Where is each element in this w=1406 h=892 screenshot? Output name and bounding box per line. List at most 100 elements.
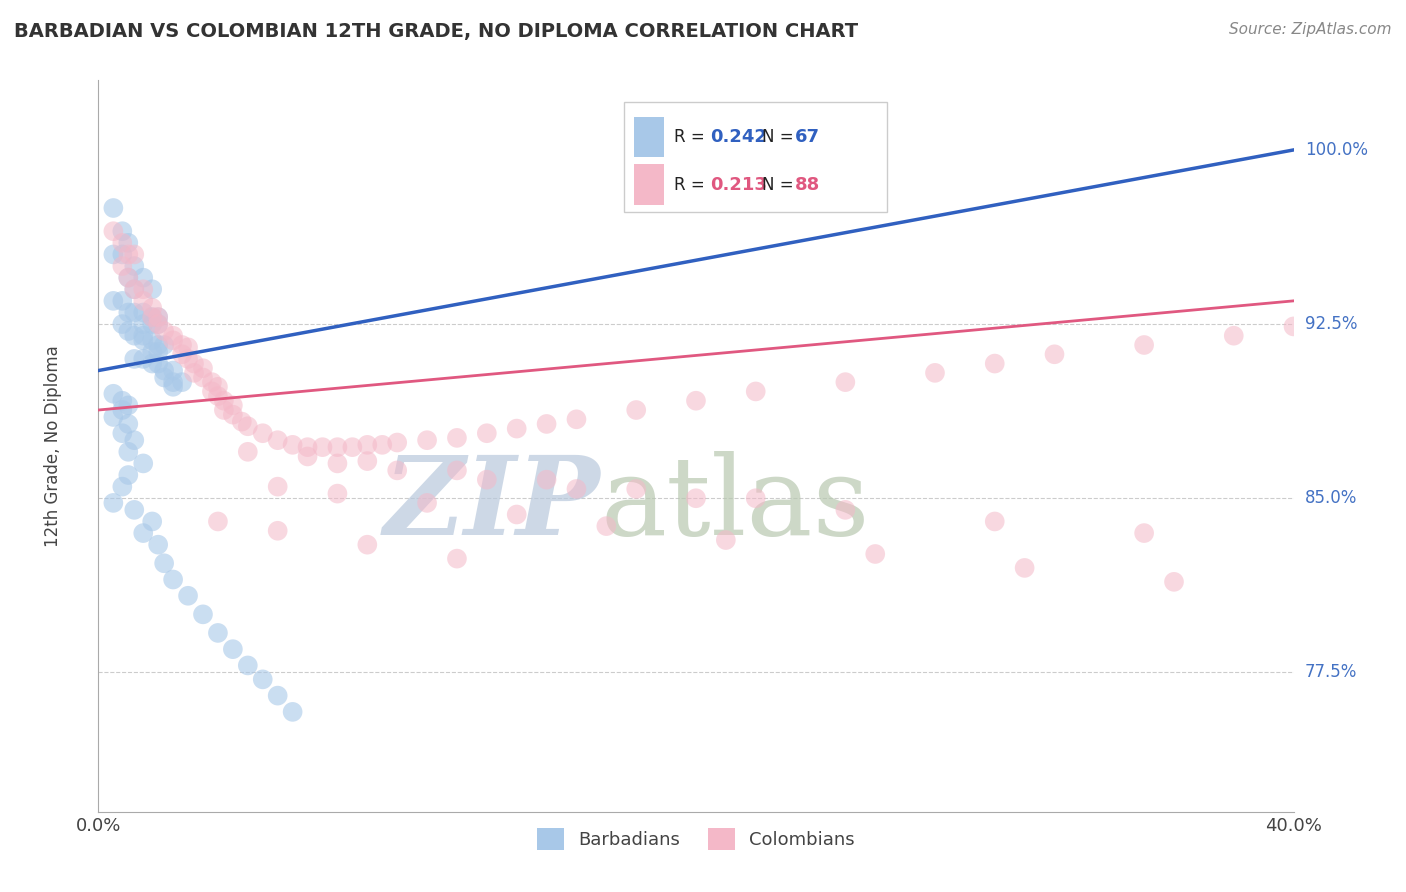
Point <box>162 334 184 348</box>
Point <box>148 310 170 325</box>
Point <box>153 363 176 377</box>
Point <box>222 398 245 412</box>
Point <box>191 370 214 384</box>
Point <box>984 515 1007 529</box>
Point <box>177 589 200 603</box>
Point <box>117 247 139 261</box>
Text: 0.213: 0.213 <box>710 176 768 194</box>
Text: 85.0%: 85.0% <box>1305 489 1357 508</box>
Point <box>984 357 1007 371</box>
Point <box>236 658 259 673</box>
Point <box>148 538 170 552</box>
Point <box>153 324 176 338</box>
Point <box>212 403 235 417</box>
Point <box>834 503 856 517</box>
Text: R =: R = <box>675 128 710 146</box>
Point <box>141 515 163 529</box>
Point <box>111 317 134 331</box>
Point <box>1014 561 1036 575</box>
Point <box>124 328 146 343</box>
Point <box>222 408 245 422</box>
Point <box>595 519 617 533</box>
Point <box>1043 347 1066 361</box>
Point <box>177 351 200 366</box>
Point <box>148 338 170 352</box>
Point <box>446 551 468 566</box>
Point <box>132 334 155 348</box>
Point <box>342 440 364 454</box>
Point <box>148 357 170 371</box>
Point <box>124 503 146 517</box>
Point <box>117 235 139 250</box>
Point <box>207 380 229 394</box>
Point <box>201 375 224 389</box>
Point <box>111 247 134 261</box>
Point <box>536 473 558 487</box>
Point <box>1282 319 1305 334</box>
Point <box>172 347 194 361</box>
Point <box>103 247 125 261</box>
Point <box>162 375 184 389</box>
Point <box>124 351 146 366</box>
Point <box>132 293 155 308</box>
Legend: Barbadians, Colombians: Barbadians, Colombians <box>530 821 862 857</box>
Point <box>132 457 155 471</box>
FancyBboxPatch shape <box>624 103 887 212</box>
Point <box>132 305 155 319</box>
Point <box>326 440 349 454</box>
Point <box>385 463 409 477</box>
Point <box>236 419 259 434</box>
Point <box>132 282 155 296</box>
Point <box>103 293 125 308</box>
Point <box>536 417 558 431</box>
Point <box>745 384 768 399</box>
Point <box>141 345 163 359</box>
Point <box>111 259 134 273</box>
Point <box>1133 338 1156 352</box>
Point <box>177 340 200 354</box>
Point <box>111 393 134 408</box>
Point <box>117 445 139 459</box>
Point <box>111 224 134 238</box>
Point <box>416 433 439 447</box>
Point <box>172 375 194 389</box>
Point <box>148 310 170 325</box>
Point <box>153 556 176 570</box>
Point <box>231 415 253 429</box>
Point <box>326 486 349 500</box>
Point <box>865 547 887 561</box>
Point <box>132 270 155 285</box>
Point <box>281 438 304 452</box>
Point <box>111 480 134 494</box>
Point <box>183 357 205 371</box>
Text: N =: N = <box>762 176 799 194</box>
Point <box>103 409 125 424</box>
Point <box>385 435 409 450</box>
Point <box>207 626 229 640</box>
Point <box>252 673 274 687</box>
Text: ZIP: ZIP <box>384 450 600 558</box>
Point <box>117 324 139 338</box>
Point <box>148 345 170 359</box>
Point <box>141 310 163 325</box>
Point <box>207 515 229 529</box>
Point <box>153 338 176 352</box>
Point <box>103 224 125 238</box>
Point <box>132 317 155 331</box>
Point <box>506 421 529 435</box>
Point <box>207 389 229 403</box>
Text: BARBADIAN VS COLOMBIAN 12TH GRADE, NO DIPLOMA CORRELATION CHART: BARBADIAN VS COLOMBIAN 12TH GRADE, NO DI… <box>14 22 858 41</box>
Text: N =: N = <box>762 128 799 146</box>
Point <box>1133 526 1156 541</box>
Point <box>267 689 290 703</box>
Point <box>124 259 146 273</box>
Point <box>103 496 125 510</box>
Point <box>201 384 224 399</box>
Point <box>148 317 170 331</box>
Point <box>141 310 163 325</box>
Point <box>124 433 146 447</box>
Point <box>267 433 290 447</box>
Point <box>252 426 274 441</box>
Point <box>212 393 235 408</box>
Point <box>191 361 214 376</box>
